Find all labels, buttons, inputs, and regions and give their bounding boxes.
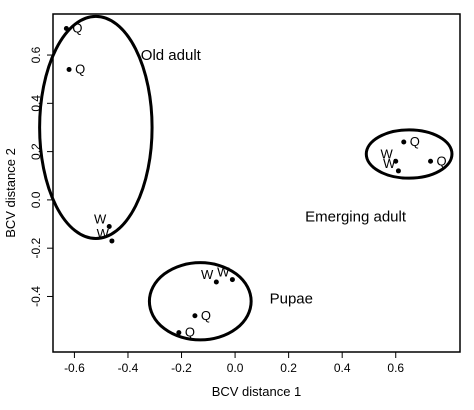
point-label: W: [97, 226, 110, 241]
x-tick-label: 0.6: [387, 361, 404, 375]
point-label: Q: [72, 20, 82, 35]
data-point: [66, 67, 72, 73]
group-labels: Old adult Pupae Emerging adult: [141, 47, 407, 308]
x-tick-label: -0.6: [64, 361, 85, 375]
point-label: Q: [201, 308, 211, 323]
data-point: [428, 158, 434, 164]
ellipse-pupae: [147, 261, 253, 342]
data-point: [109, 238, 115, 244]
y-axis: -0.4-0.20.00.20.40.6: [29, 46, 53, 307]
y-tick-label: -0.4: [29, 286, 43, 307]
x-axis-label: BCV distance 1: [212, 384, 302, 399]
group-ellipses: [38, 14, 454, 342]
y-axis-label: BCV distance 2: [3, 148, 18, 238]
y-tick-label: 0.6: [29, 46, 43, 63]
data-point: [213, 279, 219, 285]
x-tick-label: -0.4: [118, 361, 139, 375]
y-tick-label: -0.2: [29, 238, 43, 259]
y-tick-label: 0.0: [29, 191, 43, 208]
data-point: [393, 158, 399, 164]
x-tick-label: 0.4: [334, 361, 351, 375]
data-point: [229, 277, 235, 283]
x-tick-label: 0.0: [227, 361, 244, 375]
point-label: Q: [437, 153, 447, 168]
point-label: W: [380, 146, 393, 161]
point-label: W: [383, 156, 396, 171]
group-label: Pupae: [270, 291, 313, 308]
x-axis: -0.6 -0.4 -0.2 0.0 0.2 0.4 0.6: [64, 352, 404, 375]
x-tick-label: 0.2: [280, 361, 297, 375]
ellipse-old-adult: [38, 14, 154, 241]
data-point: [401, 139, 407, 145]
plot-frame: [52, 13, 461, 353]
group-label: Old adult: [141, 47, 202, 64]
point-label: W: [217, 265, 230, 280]
data-point: [192, 313, 198, 319]
data-point: [63, 25, 69, 31]
point-label: W: [94, 211, 107, 226]
point-label: Q: [185, 325, 195, 340]
group-label: Emerging adult: [305, 209, 407, 226]
data-point: [176, 330, 182, 336]
data-point: [395, 168, 401, 174]
x-tick-label: -0.2: [171, 361, 192, 375]
ellipse-emerging-adult: [364, 128, 454, 180]
data-point: [106, 223, 112, 229]
point-label: W: [201, 267, 214, 282]
point-label: Q: [75, 62, 85, 77]
point-label: Q: [410, 134, 420, 149]
